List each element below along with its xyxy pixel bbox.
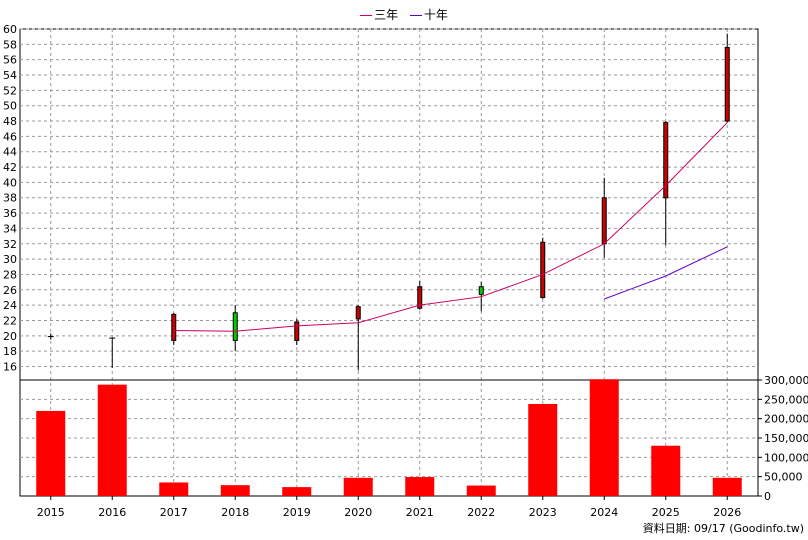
price-tick-label: 38 [3, 192, 17, 205]
volume-bar [97, 384, 127, 496]
price-tick-label: 26 [3, 284, 17, 297]
price-tick-label: 54 [3, 69, 17, 82]
candle-body [417, 286, 423, 309]
candle-body [663, 122, 669, 199]
volume-bar [712, 477, 742, 496]
x-tick-label: 2021 [406, 506, 434, 519]
candle-body [294, 321, 300, 341]
price-tick-label: 30 [3, 253, 17, 266]
source-note: 資料日期: 09/17 (Goodinfo.tw) [642, 522, 804, 535]
series-line-10y [604, 246, 728, 300]
volume-bar [405, 477, 435, 496]
volume-bar [589, 379, 619, 496]
volume-tick-label: 150,000 [764, 432, 808, 445]
legend-label-10y: 十年 [423, 8, 448, 22]
x-tick-label: 2024 [590, 506, 618, 519]
volume-bar [220, 485, 250, 496]
volume-tick-label: 300,000 [764, 374, 808, 387]
series-line-3y [173, 122, 728, 332]
x-tick-label: 2015 [37, 506, 65, 519]
price-tick-label: 60 [3, 23, 17, 36]
x-tick-label: 2026 [713, 506, 741, 519]
volume-tick-label: 50,000 [764, 471, 803, 484]
candle-body [232, 312, 238, 341]
price-tick-label: 34 [3, 222, 17, 235]
volume-bar [282, 487, 312, 496]
price-tick-label: 56 [3, 54, 17, 67]
legend-label-3y: 三年 [374, 8, 399, 22]
volume-tick-label: 250,000 [764, 393, 808, 406]
candle-body [601, 197, 607, 245]
volume-bar [466, 485, 496, 496]
legend-item-3y: 三年 [360, 6, 398, 23]
price-tick-label: 36 [3, 207, 17, 220]
legend-item-10y: 十年 [409, 6, 448, 23]
x-tick-label: 2025 [652, 506, 680, 519]
price-tick-label: 28 [3, 268, 17, 281]
volume-bar [651, 445, 681, 496]
price-tick-label: 24 [3, 299, 17, 312]
x-tick-label: 2017 [160, 506, 188, 519]
volume-bar [159, 482, 189, 496]
price-tick-label: 42 [3, 161, 17, 174]
x-tick-label: 2022 [467, 506, 495, 519]
chart-legend: 三年 十年 [0, 6, 808, 23]
price-tick-label: 58 [3, 38, 17, 51]
price-tick-label: 52 [3, 84, 17, 97]
x-tick-label: 2020 [344, 506, 372, 519]
volume-bar [36, 410, 66, 496]
price-tick-label: 46 [3, 130, 17, 143]
price-tick-label: 32 [3, 238, 17, 251]
candle-body [540, 241, 546, 298]
price-tick-label: 22 [3, 314, 17, 327]
x-tick-label: 2018 [221, 506, 249, 519]
volume-bar [343, 477, 373, 496]
price-tick-label: 20 [3, 330, 17, 343]
price-tick-label: 50 [3, 100, 17, 113]
legend-swatch-10y [409, 15, 422, 16]
price-tick-label: 44 [3, 146, 17, 159]
price-tick-label: 48 [3, 115, 17, 128]
candle-body [355, 306, 361, 320]
price-tick-label: 18 [3, 345, 17, 358]
candle-body [171, 313, 177, 341]
volume-bar [528, 403, 558, 496]
volume-tick-label: 0 [764, 490, 771, 503]
candle-body [478, 286, 484, 295]
x-tick-label: 2016 [98, 506, 126, 519]
legend-swatch-3y [360, 15, 373, 16]
volume-tick-label: 200,000 [764, 413, 808, 426]
x-tick-label: 2023 [529, 506, 557, 519]
volume-tick-label: 100,000 [764, 451, 808, 464]
x-tick-label: 2019 [283, 506, 311, 519]
price-tick-label: 40 [3, 176, 17, 189]
candle-body [724, 46, 730, 122]
plot-frame [19, 28, 759, 497]
price-tick-label: 16 [3, 360, 17, 373]
